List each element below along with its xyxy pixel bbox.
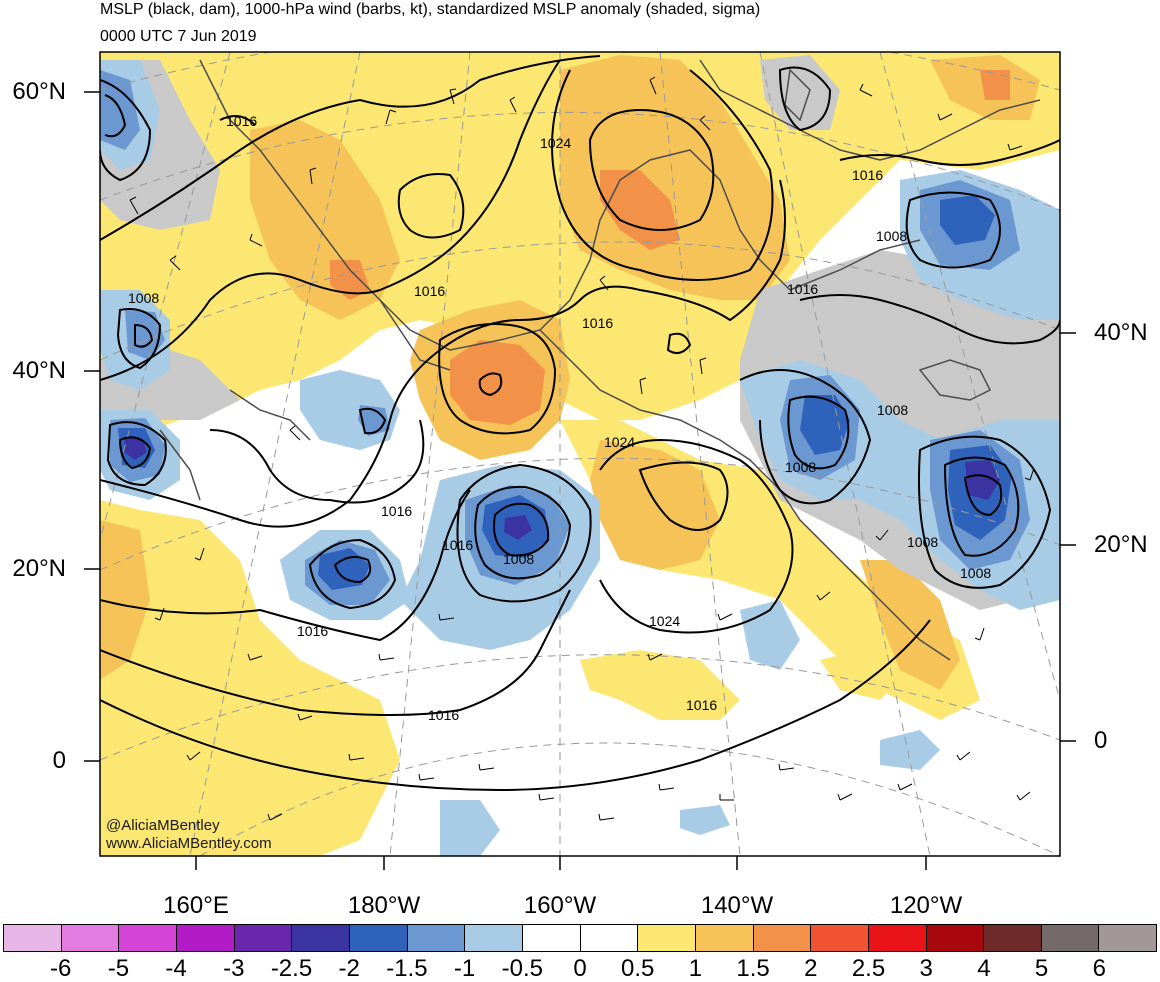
isobar-label: 1016 [428, 707, 459, 723]
colorbar-swatch [637, 924, 696, 952]
colorbar-swatch [464, 924, 523, 952]
wind-barbs [129, 76, 1035, 821]
colorbar-label: 1.5 [736, 955, 770, 982]
isobar-label: 1016 [226, 113, 257, 129]
isobars [100, 55, 1060, 792]
colorbar-label: 4 [977, 955, 991, 982]
valid-time: 0000 UTC 7 Jun 2019 [100, 28, 257, 45]
isobar-label: 1016 [686, 697, 717, 713]
colorbar-swatch [118, 924, 177, 952]
coastlines [159, 59, 1041, 661]
colorbar-swatch [233, 924, 293, 952]
lon-label: 140°W [700, 892, 774, 919]
colorbar-swatch [694, 924, 754, 952]
isobar-label: 1016 [787, 281, 818, 297]
map-panel: 1016 1008 1016 1024 1016 1016 1008 1016 … [84, 51, 1076, 870]
colorbar-label: -3 [223, 955, 245, 982]
isobar-label: 1008 [877, 402, 908, 418]
colorbar-swatch [925, 924, 985, 952]
isobar-label: 1008 [876, 228, 907, 244]
colorbar-swatch [521, 924, 581, 952]
credit-website: www.AliciaMBentley.com [106, 835, 272, 852]
lat-label-left: 40°N [12, 357, 66, 384]
axis-ticks [84, 91, 1076, 870]
colorbar-swatch [867, 924, 927, 952]
colorbar-swatch [291, 924, 350, 952]
isobar-label: 1016 [297, 623, 328, 639]
colorbar-swatch [1040, 924, 1100, 952]
isobar-label: 1008 [907, 534, 938, 550]
lon-label: 160°W [523, 892, 597, 919]
colorbar [3, 924, 1158, 952]
colorbar-label: 2.5 [851, 955, 886, 982]
lat-label-right: 0 [1094, 727, 1108, 754]
lon-label: 120°W [889, 892, 963, 919]
credit-handle: @AliciaMBentley [106, 817, 220, 834]
colorbar-label: -1.5 [386, 955, 428, 982]
colorbar-swatch [348, 924, 408, 952]
colorbar-label: 1 [688, 955, 703, 982]
isobar-label: 1008 [503, 551, 534, 567]
colorbar-label: 0.5 [621, 955, 655, 982]
graticule [100, 52, 1060, 856]
page-title: MSLP (black, dam), 1000-hPa wind (barbs,… [100, 1, 761, 18]
colorbar-label: -5 [107, 955, 130, 982]
colorbar-label: -0.5 [501, 955, 543, 982]
colorbar-swatch [752, 924, 812, 952]
colorbar-swatch [810, 924, 869, 952]
anomaly-positive-2 [100, 55, 1040, 690]
colorbar-swatch [579, 924, 639, 952]
lat-label-left: 0 [52, 747, 66, 774]
map-frame [99, 51, 1061, 857]
colorbar-swatch [1098, 924, 1158, 952]
colorbar-swatch [983, 924, 1042, 952]
anomaly-positive-3 [330, 70, 1010, 425]
colorbar-swatch [406, 924, 466, 952]
isobar-label: 1024 [540, 135, 571, 151]
colorbar-swatch [175, 924, 235, 952]
lat-label-right: 40°N [1094, 319, 1148, 346]
colorbar-label: 3 [919, 955, 933, 982]
colorbar-label: 6 [1092, 955, 1106, 982]
isobar-label: 1016 [381, 503, 412, 519]
isobar-label: 1024 [604, 434, 635, 450]
colorbar-label: -2 [338, 955, 360, 982]
colorbar-swatch [60, 924, 120, 952]
colorbar-label: -6 [50, 955, 72, 982]
colorbar-label: 2 [804, 955, 818, 982]
colorbar-label: -2.5 [270, 955, 313, 982]
colorbar-swatch [3, 924, 62, 952]
isobar-label: 1016 [582, 315, 613, 331]
lat-label-right: 20°N [1094, 531, 1148, 558]
anomaly-negative-4 [124, 438, 1000, 540]
lat-label-left: 60°N [12, 78, 66, 105]
isobar-label: 1016 [414, 283, 445, 299]
isobar-label: 1016 [442, 537, 473, 553]
lon-label: 160°E [163, 892, 229, 919]
lon-label: 180°W [347, 892, 421, 919]
isobar-label-group: 1016 1008 1016 1024 1016 1016 1008 1016 … [128, 113, 991, 723]
isobar-label: 1016 [852, 167, 883, 183]
colorbar-label: 5 [1034, 955, 1049, 982]
colorbar-label: -4 [165, 955, 187, 982]
colorbar-label: -1 [453, 955, 476, 982]
isobar-label: 1008 [785, 459, 816, 475]
colorbar-label: 0 [573, 955, 587, 982]
isobar-label: 1024 [649, 613, 680, 629]
isobar-label: 1008 [128, 290, 159, 306]
isobar-label: 1008 [960, 565, 991, 581]
lat-label-left: 20°N [12, 555, 66, 582]
